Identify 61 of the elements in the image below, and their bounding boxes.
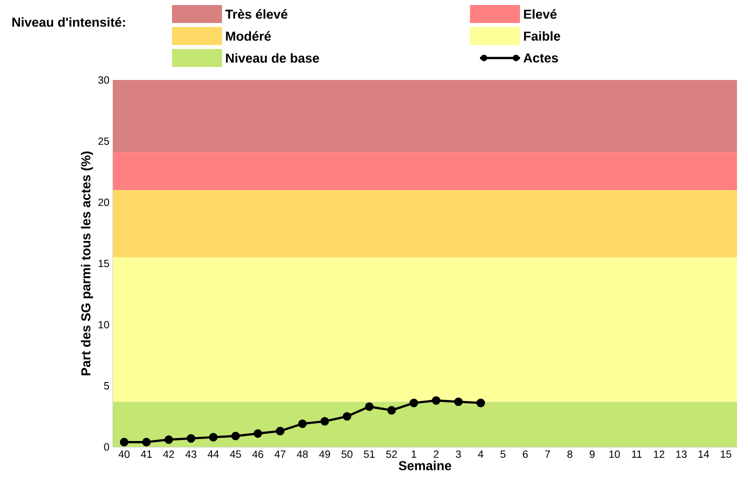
x-tick-label: 6 [522,450,528,458]
y-tick-label: 25 [98,137,110,145]
x-tick-label: 15 [720,450,732,458]
x-tick-label: 43 [185,450,196,458]
x-tick-label: 50 [342,450,352,458]
point [164,435,174,444]
y-tick-label: 0 [104,443,110,451]
y-axis-title: Part des SG parmi tous les actes (%) [80,152,94,376]
x-tick-label: 41 [140,450,152,458]
legend-label: Faible [524,31,560,41]
point [254,429,262,438]
legend-label: Actes [524,53,558,63]
point [410,398,418,408]
point [231,432,240,440]
point [365,402,374,411]
x-tick-label: 51 [364,450,375,458]
y-tick-label: 10 [98,320,110,328]
point [209,432,218,442]
point [320,417,330,426]
point [342,412,352,421]
point [186,434,196,443]
x-tick-label: 47 [274,450,286,458]
x-tick-label: 11 [632,450,642,458]
x-tick-label: 12 [654,450,664,458]
point [298,419,307,428]
x-tick-label: 46 [252,450,264,458]
legend-title: Niveau d'intensité: [12,17,125,27]
x-tick-label: 2 [434,450,439,458]
x-tick-label: 49 [319,450,330,458]
point [476,398,486,408]
x-tick-label: 4 [478,450,484,458]
x-tick-label: 52 [386,450,397,458]
y-tick-label: 20 [98,198,110,206]
point [387,406,396,415]
x-tick-label: 45 [230,450,241,458]
x-tick-label: 40 [118,450,130,458]
y-tick-label: 30 [98,76,110,84]
point [432,396,440,405]
x-tick-label: 5 [500,450,506,458]
x-tick-label: 48 [296,450,308,458]
x-tick-label: 3 [456,450,461,458]
x-tick-label: 42 [163,450,174,458]
legend-label: Très élevé [225,9,288,19]
x-tick-label: 1 [412,450,416,458]
y-tick-label: 15 [98,260,110,268]
x-tick-label: 44 [208,450,219,458]
point [454,397,463,406]
point [276,426,284,436]
legend-label: Niveau de base [226,53,320,63]
legend-label: Elevé [524,9,557,19]
x-axis-title: Semaine [398,460,452,470]
x-tick-label: 10 [609,450,620,458]
point [120,438,128,446]
point [142,438,151,446]
x-tick-label: 9 [590,450,595,458]
x-tick-label: 7 [545,450,550,458]
y-tick-label: 5 [104,382,110,390]
x-tick-label: 13 [676,450,687,458]
x-tick-label: 8 [567,450,572,458]
x-tick-label: 14 [698,450,710,458]
legend-label: Modéré [226,31,271,41]
